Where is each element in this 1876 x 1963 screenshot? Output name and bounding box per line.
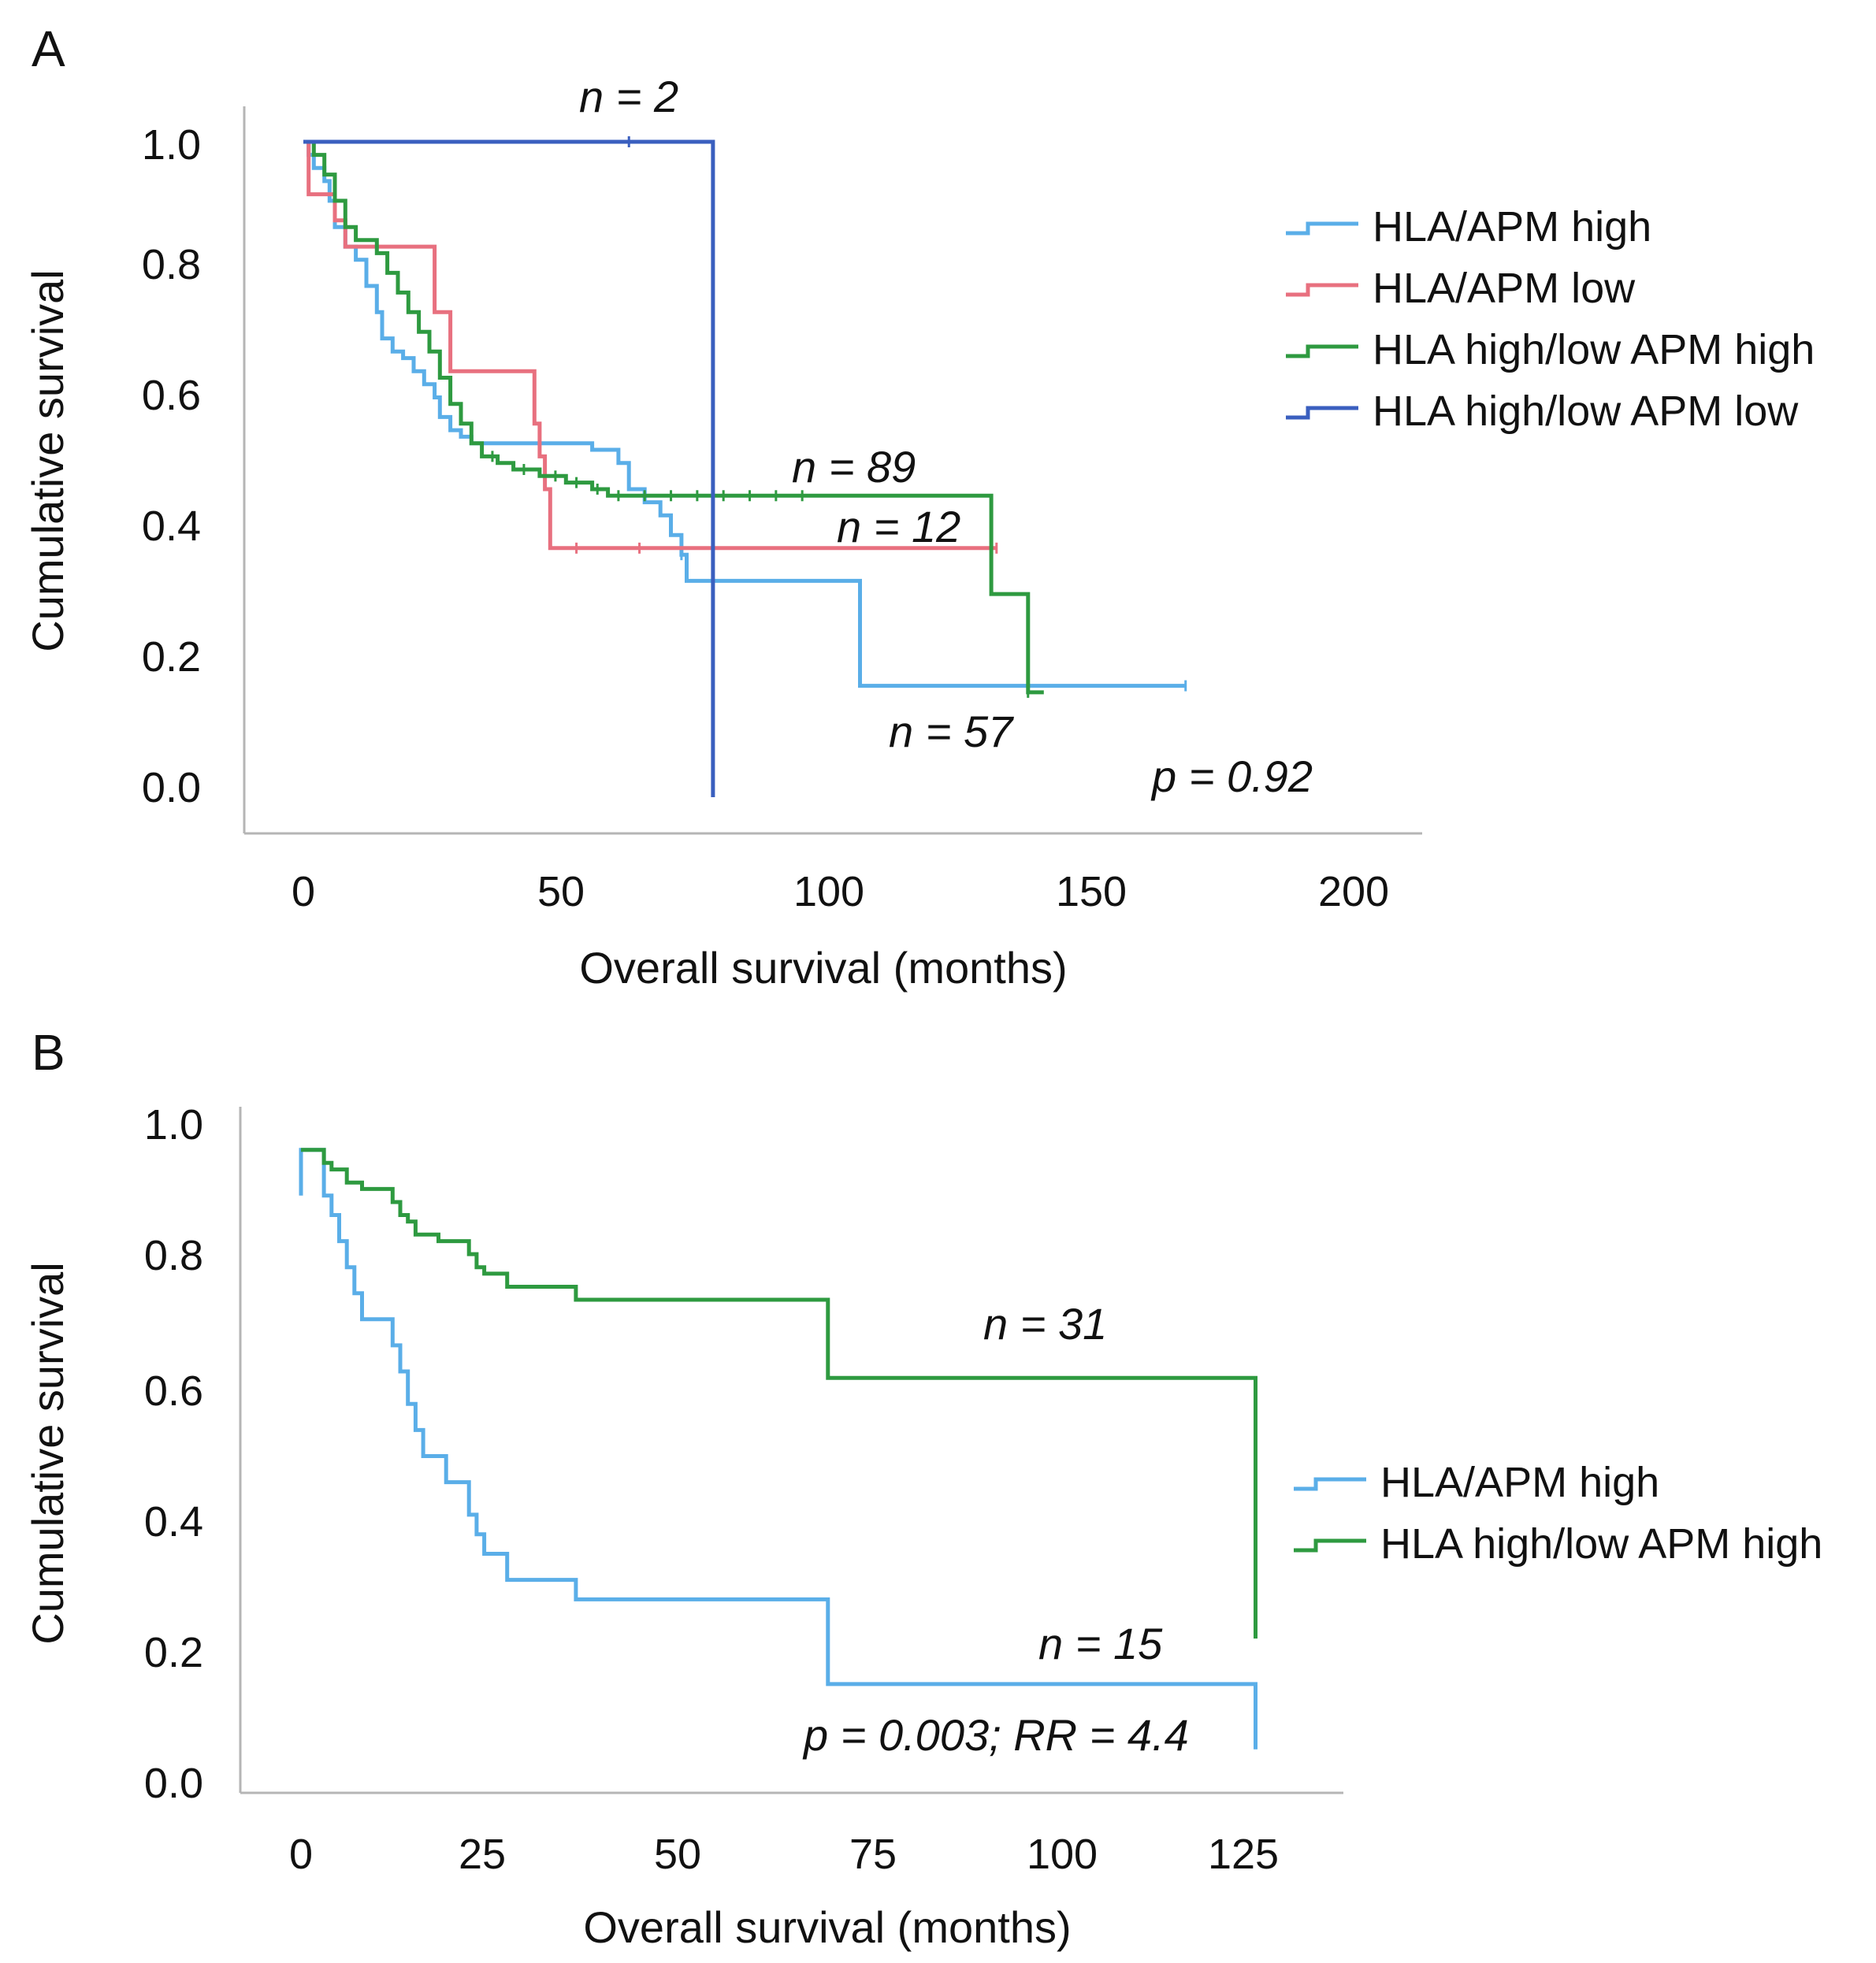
legend-label: HLA/APM high [1373,203,1651,250]
legend-swatch-icon [1286,221,1358,236]
panel-a-y-tick: 1.0 [142,121,201,169]
panel-b-n-label: n = 31 [983,1299,1107,1349]
panel-a-series-3-line [303,139,715,797]
panel-a-y-tick: 0.0 [142,764,201,811]
panel-b-n-label: n = 15 [1038,1619,1163,1668]
panel-b-series-1-line [301,1148,1257,1639]
panel-a-y-axis-title: Cumulative survival [23,269,72,652]
panel-b-y-tick: 0.6 [144,1367,203,1415]
legend-label: HLA/APM low [1373,265,1636,312]
panel-a-x-tick: 0 [292,868,315,915]
panel-b-letter: B [32,1024,65,1081]
legend-label: HLA high/low APM low [1373,388,1799,435]
panel-b-y-tick: 0.8 [144,1232,203,1279]
panel-a-y-tick: 0.8 [142,241,201,288]
panel-a-y-tick: 0.2 [142,633,201,681]
panel-b-x-axis-title: Overall survival (months) [583,1902,1071,1952]
panel-b-y-tick: 0.0 [144,1760,203,1807]
panel-a-x-tick: 200 [1318,868,1389,915]
legend-swatch-icon [1286,344,1358,358]
panel-a: A 0.0 0.2 0.4 0.6 0.8 1.0 0 50 100 150 2… [23,20,1815,993]
legend-swatch-icon [1286,283,1358,297]
panel-a-series-2-line [303,139,1044,695]
panel-b-x-tick: 25 [459,1831,506,1878]
panel-a-x-axis-title: Overall survival (months) [579,943,1067,993]
panel-b-x-tick: 0 [289,1831,313,1878]
panel-a-legend: HLA/APM high HLA/APM low HLA high/low AP… [1286,203,1815,435]
panel-a-y-tick: 0.4 [142,503,201,550]
panel-a-curves [303,136,1187,797]
panel-b-x-tick: 75 [849,1831,897,1878]
panel-a-n-label: n = 57 [889,707,1014,756]
panel-a-y-tick: 0.6 [142,372,201,419]
panel-b-legend: HLA/APM high HLA high/low APM high [1294,1459,1822,1568]
legend-label: HLA high/low APM high [1373,326,1815,373]
panel-b-x-tick: 125 [1208,1831,1279,1878]
legend-label: HLA high/low APM high [1380,1520,1822,1568]
panel-b-y-tick: 1.0 [144,1101,203,1148]
legend-swatch-icon [1286,406,1358,420]
panel-a-letter: A [32,20,65,77]
panel-a-n-label: n = 89 [792,442,916,492]
panel-b-y-axis-title: Cumulative survival [23,1262,72,1645]
legend-label: HLA/APM high [1380,1459,1659,1506]
panel-a-series-0-line [303,139,1186,688]
panel-b-y-tick: 0.2 [144,1629,203,1676]
panel-a-x-tick: 50 [537,868,585,915]
panel-b-x-tick: 50 [654,1831,701,1878]
panel-a-n-label: n = 12 [837,502,960,551]
panel-b-curves [299,1148,1257,1750]
panel-b-y-tick: 0.4 [144,1498,203,1546]
panel-b-series-0-line [299,1148,1257,1750]
legend-swatch-icon [1294,1538,1366,1553]
panel-b: B 0.0 0.2 0.4 0.6 0.8 1.0 0 25 50 75 100… [23,1024,1822,1952]
legend-swatch-icon [1294,1477,1366,1491]
panel-b-p-value: p = 0.003; RR = 4.4 [802,1710,1189,1760]
panel-a-x-tick: 100 [793,868,864,915]
panel-a-n-label: n = 2 [579,72,678,121]
panel-b-x-tick: 100 [1027,1831,1098,1878]
panel-a-x-tick: 150 [1056,868,1127,915]
panel-a-p-value: p = 0.92 [1150,751,1313,801]
